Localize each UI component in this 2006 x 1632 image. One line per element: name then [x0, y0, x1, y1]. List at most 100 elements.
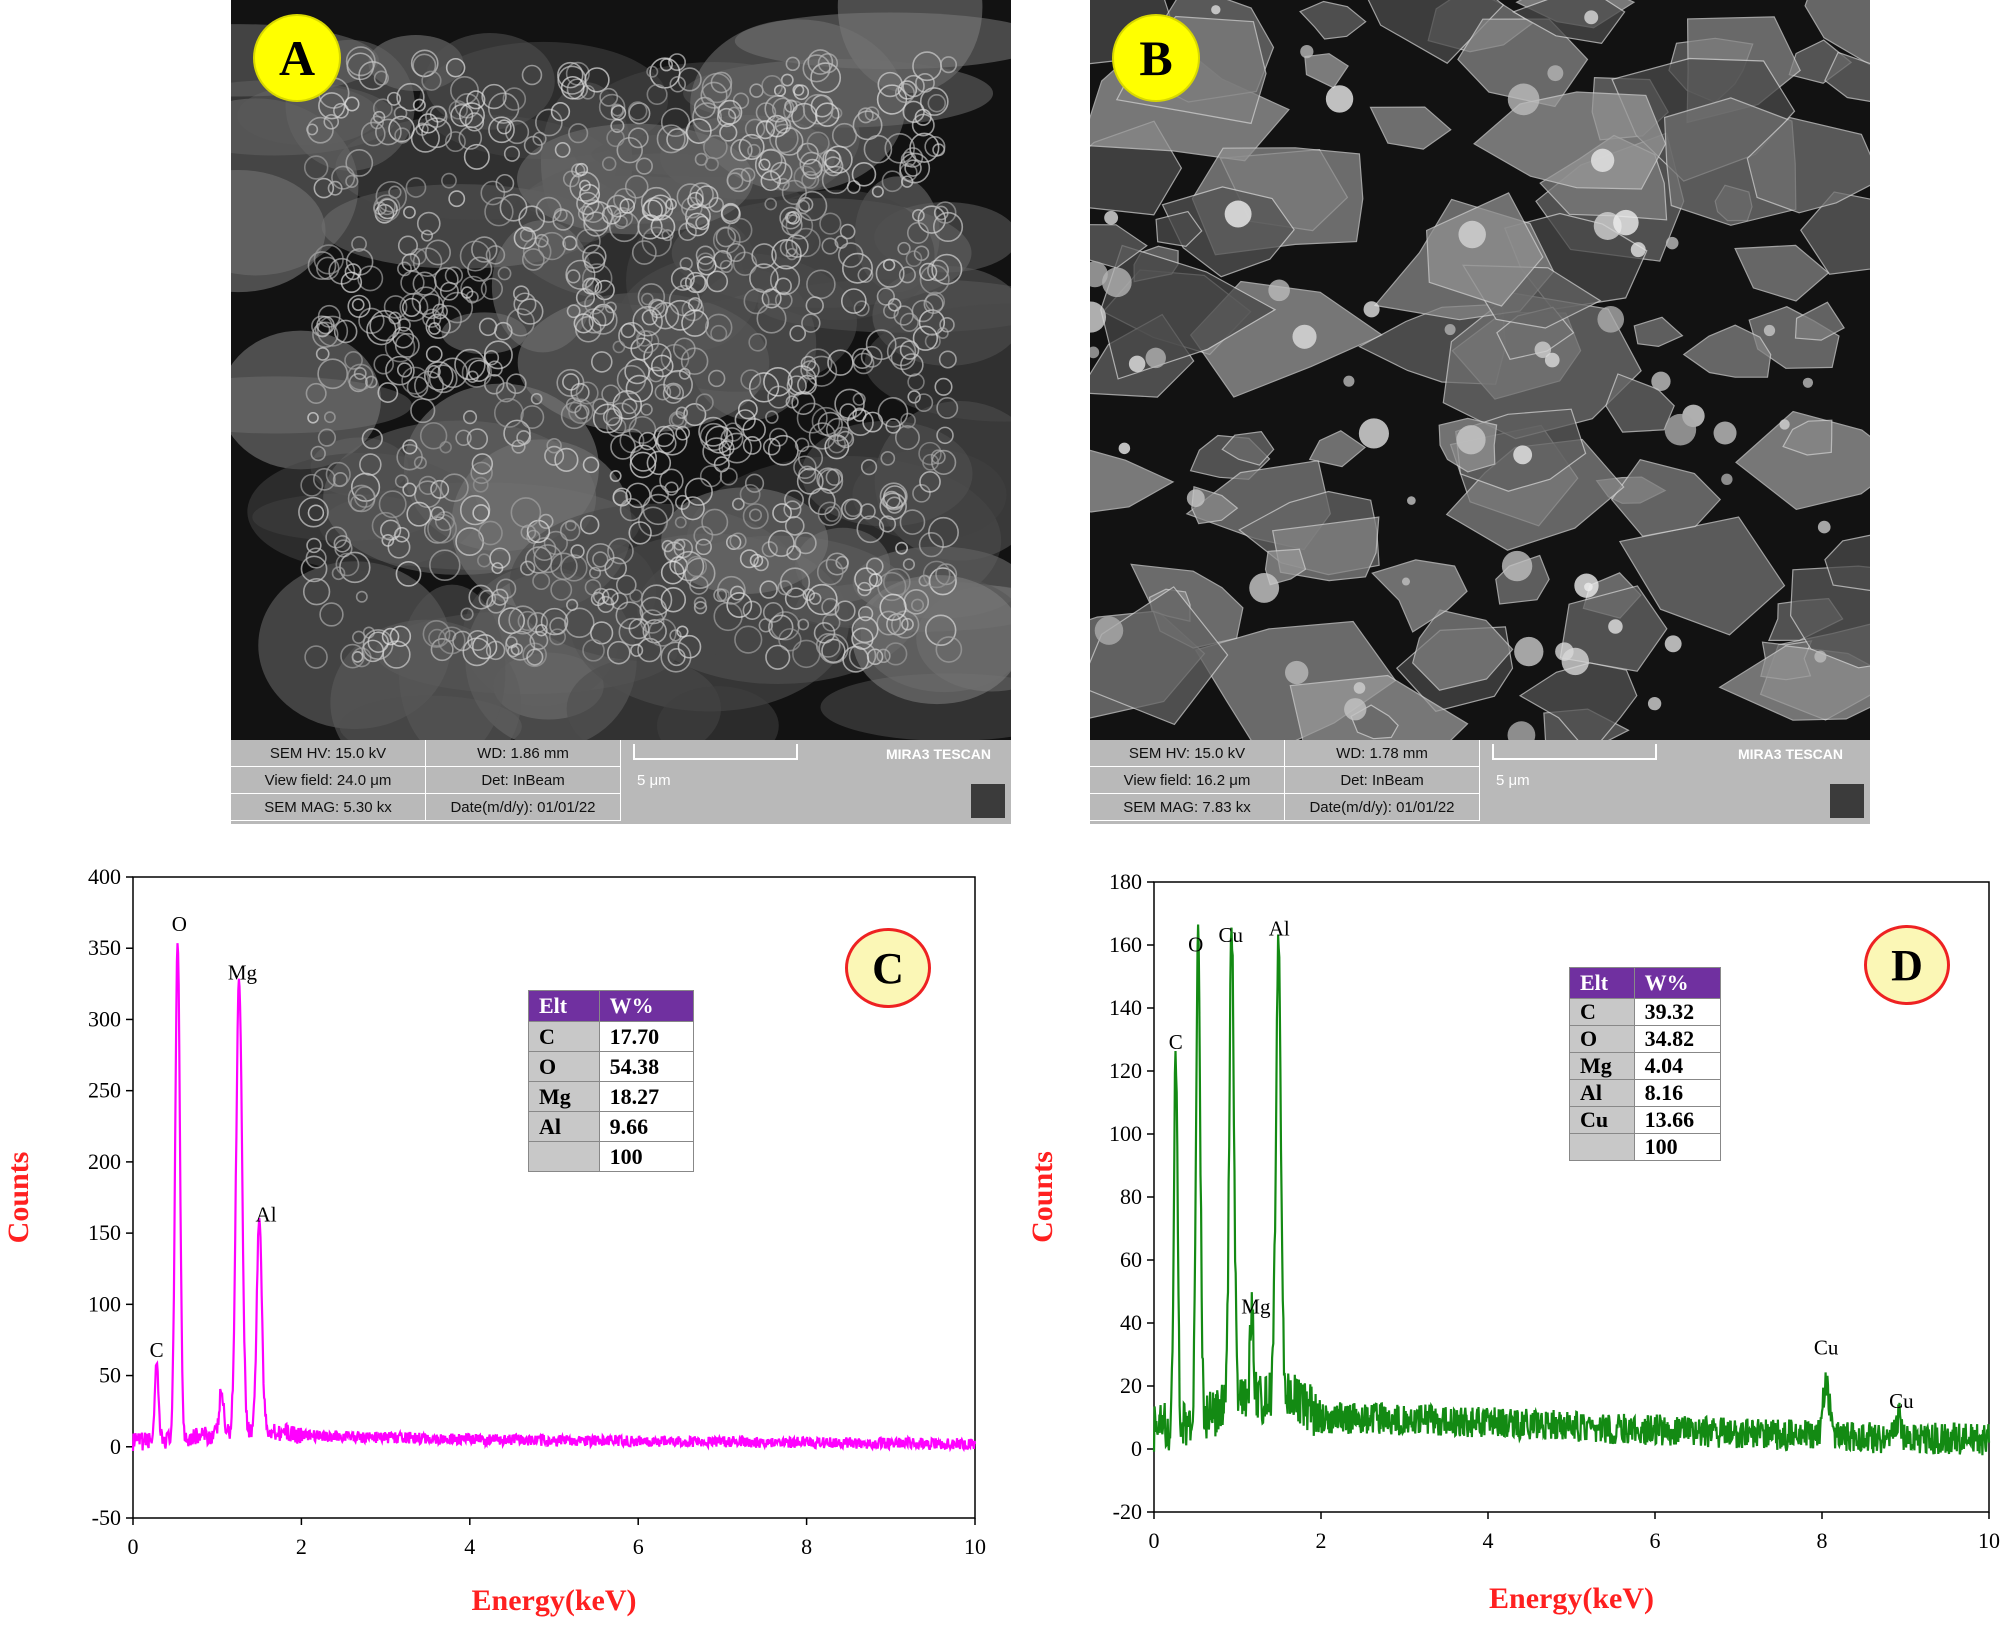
x-tick-label: 0: [128, 1534, 139, 1559]
y-tick-label: 100: [88, 1291, 121, 1316]
y-tick-label: -50: [92, 1505, 121, 1530]
weight-cell: 9.66: [598, 1111, 695, 1142]
y-tick-label: 160: [1109, 932, 1142, 957]
table-row: Al 8.16: [1569, 1079, 1722, 1107]
sem-hv: SEM HV: 15.0 kV: [1090, 740, 1285, 767]
y-tick-label: 0: [1131, 1436, 1142, 1461]
element-cell: Mg: [1569, 1052, 1635, 1080]
sem-wd: WD: 1.86 mm: [426, 740, 621, 767]
table-row: Mg 4.04: [1569, 1052, 1722, 1080]
sem-texture: [231, 0, 1011, 740]
table-header-element: Elt: [528, 990, 600, 1022]
sem-info-bar-a: SEM HV: 15.0 kV WD: 1.86 mm View field: …: [231, 740, 1011, 824]
y-tick-label: 120: [1109, 1058, 1142, 1083]
sem-date: Date(m/d/y): 01/01/22: [1285, 794, 1480, 821]
x-tick-label: 2: [296, 1534, 307, 1559]
y-tick-label: 350: [88, 935, 121, 960]
spectrum-line: [131, 943, 977, 1453]
y-tick-label: 300: [88, 1006, 121, 1031]
y-tick-label: 180: [1109, 869, 1142, 894]
x-tick-label: 8: [1817, 1528, 1828, 1553]
element-cell: C: [1569, 998, 1635, 1026]
panel-badge-a: A: [255, 16, 339, 100]
weight-cell: 34.82: [1633, 1025, 1722, 1053]
table-row: C 17.70: [528, 1021, 695, 1052]
y-tick-label: -20: [1113, 1499, 1142, 1524]
element-cell: Mg: [528, 1081, 600, 1112]
sem-detector: Det: InBeam: [426, 767, 621, 794]
panel-badge-b: B: [1114, 16, 1198, 100]
weight-cell: 39.32: [1633, 998, 1722, 1026]
sem-detector: Det: InBeam: [1285, 767, 1480, 794]
scale-bar-label: 5 μm: [1496, 772, 1530, 789]
weight-cell: 13.66: [1633, 1106, 1722, 1134]
x-axis-title: Energy(keV): [1489, 1582, 1654, 1615]
peak-label: C: [1169, 1030, 1183, 1054]
table-row: Al 9.66: [528, 1111, 695, 1142]
peak-label: Cu: [1889, 1389, 1914, 1413]
table-header-weight: W%: [598, 990, 695, 1022]
table-row: O 34.82: [1569, 1025, 1722, 1053]
x-tick-label: 10: [964, 1534, 986, 1559]
peak-label: O: [172, 912, 187, 936]
x-tick-label: 4: [1483, 1528, 1494, 1553]
sem-panel-b: B SEM HV: 15.0 kV WD: 1.78 mm View field…: [1090, 0, 1870, 824]
element-cell: [528, 1141, 600, 1172]
y-tick-label: 100: [1109, 1121, 1142, 1146]
y-tick-label: 40: [1120, 1310, 1142, 1335]
sem-magnification: SEM MAG: 7.83 kx: [1090, 794, 1285, 821]
table-row: O 54.38: [528, 1051, 695, 1082]
sem-micrograph-b: [1090, 0, 1870, 740]
peak-label: C: [150, 1338, 164, 1362]
sem-hv: SEM HV: 15.0 kV: [231, 740, 426, 767]
x-tick-label: 6: [1650, 1528, 1661, 1553]
panel-badge-c: C: [845, 928, 931, 1008]
y-tick-label: 140: [1109, 995, 1142, 1020]
table-header-element: Elt: [1569, 967, 1635, 999]
table-header-weight: W%: [1633, 967, 1722, 999]
table-row: 100: [528, 1141, 695, 1172]
y-tick-label: 200: [88, 1149, 121, 1174]
tescan-logo-icon: [1830, 784, 1864, 818]
peak-label: Mg: [1241, 1295, 1271, 1319]
composition-table-c: Elt W% C 17.70 O 54.38 Mg 18.27 Al 9.66 100: [528, 990, 695, 1172]
y-axis-title: Counts: [2, 1152, 35, 1244]
peak-label: Al: [1269, 917, 1290, 941]
table-row: Cu 13.66: [1569, 1106, 1722, 1134]
scale-bar-label: 5 μm: [637, 772, 671, 789]
panel-badge-d: D: [1864, 925, 1950, 1005]
sem-date: Date(m/d/y): 01/01/22: [426, 794, 621, 821]
x-tick-label: 8: [801, 1534, 812, 1559]
element-cell: Cu: [1569, 1106, 1635, 1134]
table-row: Mg 18.27: [528, 1081, 695, 1112]
element-cell: Al: [1569, 1079, 1635, 1107]
x-tick-label: 0: [1149, 1528, 1160, 1553]
peak-label: Cu: [1219, 923, 1244, 947]
sem-view-field: View field: 24.0 μm: [231, 767, 426, 794]
eds-chart-c: -50 0 50 100 150 200 250 300 350 400 0 2 4 6 8 10 Energy…: [2, 864, 986, 1617]
x-tick-label: 10: [1978, 1528, 2000, 1553]
y-tick-label: 50: [99, 1363, 121, 1388]
eds-chart-d: -20 0 20 40 60 80 100 120 140 160 180 0 2 4 6 8 10 Energy…: [1026, 869, 2000, 1615]
x-tick-label: 2: [1316, 1528, 1327, 1553]
x-tick-label: 6: [633, 1534, 644, 1559]
y-tick-label: 0: [110, 1434, 121, 1459]
microscope-brand: MIRA3 TESCAN: [886, 746, 992, 762]
weight-cell: 4.04: [1633, 1052, 1722, 1080]
peak-label: Al: [256, 1203, 277, 1227]
weight-cell: 54.38: [598, 1051, 695, 1082]
y-tick-label: 80: [1120, 1184, 1142, 1209]
y-tick-label: 250: [88, 1078, 121, 1103]
y-tick-label: 400: [88, 864, 121, 889]
spectrum-line: [1152, 924, 1991, 1456]
x-axis-title: Energy(keV): [472, 1584, 637, 1617]
x-tick-label: 4: [464, 1534, 475, 1559]
sem-wd: WD: 1.78 mm: [1285, 740, 1480, 767]
element-cell: [1569, 1133, 1635, 1161]
y-tick-label: 150: [88, 1220, 121, 1245]
table-row: C 39.32: [1569, 998, 1722, 1026]
sem-magnification: SEM MAG: 5.30 kx: [231, 794, 426, 821]
weight-cell: 18.27: [598, 1081, 695, 1112]
y-axis-title: Counts: [1026, 1151, 1059, 1243]
